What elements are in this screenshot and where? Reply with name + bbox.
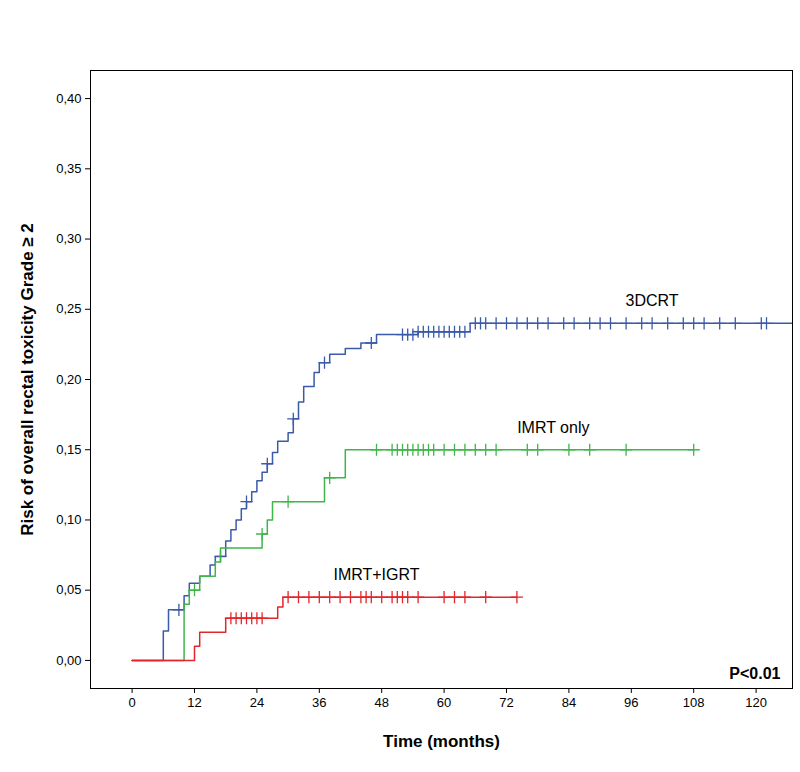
svg-text:0,25: 0,25	[56, 301, 81, 316]
svg-text:72: 72	[499, 695, 513, 710]
svg-text:IMRT+IGRT: IMRT+IGRT	[333, 566, 419, 583]
svg-text:Time (months): Time (months)	[383, 732, 500, 751]
svg-text:60: 60	[437, 695, 451, 710]
svg-text:0,40: 0,40	[56, 91, 81, 106]
svg-text:IMRT only: IMRT only	[517, 419, 589, 436]
svg-text:0,35: 0,35	[56, 161, 81, 176]
svg-text:0,05: 0,05	[56, 582, 81, 597]
svg-text:0,00: 0,00	[56, 653, 81, 668]
svg-text:0,10: 0,10	[56, 512, 81, 527]
svg-text:48: 48	[374, 695, 388, 710]
svg-text:24: 24	[250, 695, 264, 710]
svg-text:84: 84	[562, 695, 576, 710]
svg-text:0: 0	[128, 695, 135, 710]
svg-text:0,20: 0,20	[56, 372, 81, 387]
svg-text:12: 12	[187, 695, 201, 710]
svg-text:96: 96	[624, 695, 638, 710]
svg-text:3DCRT: 3DCRT	[626, 292, 679, 309]
svg-text:0,30: 0,30	[56, 231, 81, 246]
svg-text:0,15: 0,15	[56, 442, 81, 457]
svg-text:Risk of overall rectal toxicit: Risk of overall rectal toxicity Grade ≥ …	[18, 223, 37, 536]
svg-text:P<0.01: P<0.01	[729, 665, 780, 682]
svg-text:120: 120	[745, 695, 767, 710]
svg-text:108: 108	[683, 695, 705, 710]
svg-text:36: 36	[312, 695, 326, 710]
